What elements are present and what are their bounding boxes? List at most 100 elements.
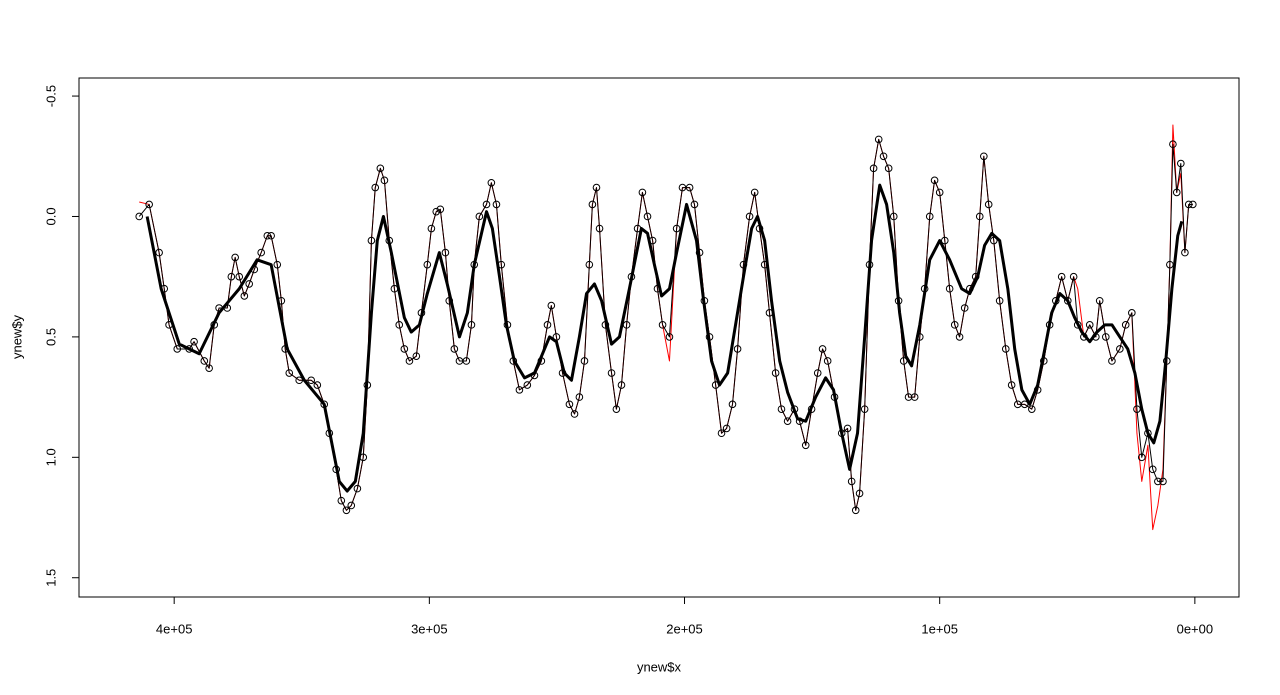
data-point: [1189, 200, 1197, 209]
data-point: [263, 231, 272, 240]
data-point: [295, 376, 304, 385]
data-point: [342, 506, 351, 515]
data-point: [588, 200, 597, 209]
y-tick-label: 0.5: [43, 328, 58, 346]
y-tick-label: 0.0: [43, 207, 58, 225]
data-point: [889, 212, 898, 221]
data-point: [441, 248, 450, 257]
data-point: [745, 212, 754, 221]
data-point: [1095, 296, 1104, 305]
data-point: [155, 248, 163, 257]
data-point: [813, 369, 822, 377]
data-point: [930, 176, 939, 185]
data-point: [235, 272, 244, 281]
data-point: [1184, 200, 1193, 209]
data-point: [245, 280, 253, 288]
data-point: [855, 489, 864, 498]
data-point: [200, 357, 209, 365]
data-point: [818, 345, 827, 353]
data-point: [145, 200, 153, 209]
data-point: [190, 337, 198, 346]
data-point: [515, 386, 524, 394]
data-point: [717, 429, 726, 438]
data-point: [467, 321, 476, 329]
data-point: [595, 224, 604, 233]
data-point: [585, 260, 594, 269]
data-point: [950, 321, 959, 329]
data-point: [728, 400, 737, 409]
data-point: [989, 236, 998, 245]
data-point: [1154, 477, 1162, 486]
data-point: [450, 345, 459, 353]
x-tick-label: 2e+05: [666, 621, 703, 636]
data-point: [925, 212, 934, 221]
data-point: [257, 248, 265, 257]
data-point: [884, 164, 893, 173]
data-point: [847, 477, 856, 486]
data-point: [690, 200, 699, 209]
data-point: [843, 424, 852, 433]
y-tick-label: -0.5: [43, 85, 58, 107]
y-axis-title: ynew$y: [9, 314, 24, 359]
data-point: [231, 253, 239, 262]
data-point: [1108, 357, 1116, 365]
data-point: [1085, 321, 1094, 329]
data-point: [313, 381, 322, 389]
data-point: [879, 152, 888, 161]
data-point: [1020, 400, 1029, 409]
data-point: [395, 321, 404, 329]
data-point: [771, 369, 780, 377]
data-point: [371, 183, 380, 192]
data-point: [1102, 333, 1110, 341]
data-point: [940, 236, 949, 245]
data-point: [205, 364, 213, 373]
data-point: [1128, 309, 1136, 317]
data-point: [543, 321, 552, 329]
data-point: [638, 188, 647, 197]
data-point: [658, 321, 667, 329]
data-point: [1133, 405, 1141, 413]
data-point: [240, 292, 249, 300]
data-point: [665, 333, 674, 341]
x-axis-title: ynew$x: [637, 659, 682, 674]
data-point: [337, 496, 346, 505]
data-point: [1177, 159, 1185, 168]
data-point: [307, 376, 316, 385]
data-point: [733, 345, 742, 353]
data-point: [565, 400, 574, 409]
data-point: [980, 152, 988, 161]
data-point: [347, 501, 356, 510]
data-point: [984, 200, 993, 209]
data-point: [1137, 453, 1146, 462]
data-point: [777, 405, 786, 413]
data-point: [575, 393, 584, 401]
data-point: [1172, 188, 1181, 197]
data-point: [935, 188, 944, 197]
data-point: [801, 441, 810, 450]
data-point: [722, 424, 731, 433]
data-point: [910, 393, 919, 401]
plot-marks: [135, 124, 1197, 531]
data-point: [400, 345, 409, 353]
data-point: [412, 352, 421, 360]
data-point: [436, 205, 445, 214]
data-point: [869, 164, 878, 173]
data-point: [376, 164, 385, 173]
data-point: [547, 301, 556, 310]
data-point: [1148, 465, 1157, 474]
data-point: [1181, 248, 1189, 257]
data-point: [285, 369, 294, 377]
data-point: [783, 417, 792, 425]
data-point: [995, 296, 1004, 305]
y-tick-label: 1.0: [43, 448, 58, 466]
x-tick-label: 4e+05: [156, 621, 193, 636]
data-point: [380, 176, 389, 185]
data-point: [672, 224, 681, 233]
data-point: [523, 381, 532, 389]
data-point: [580, 357, 589, 365]
data-point: [173, 345, 182, 353]
data-point: [1001, 345, 1010, 353]
data-point: [487, 178, 496, 187]
